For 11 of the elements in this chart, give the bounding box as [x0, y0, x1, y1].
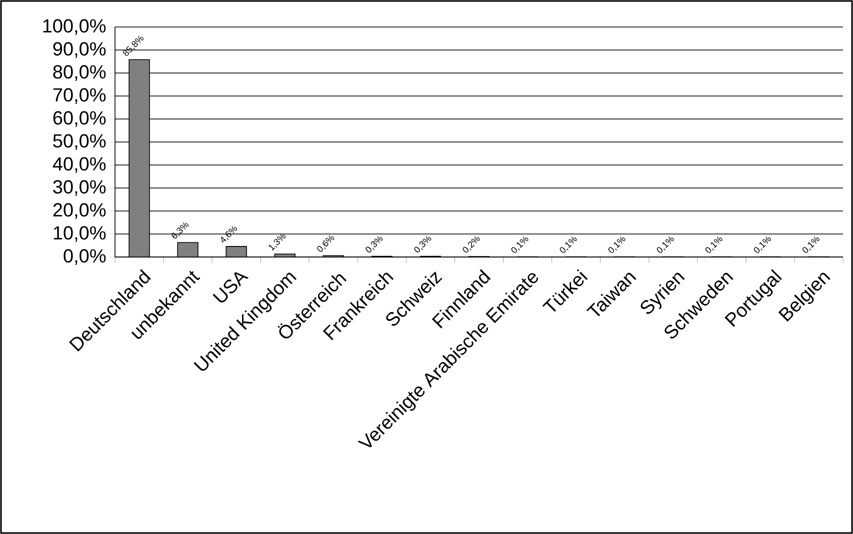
y-tick-label: 60,0% — [53, 111, 106, 127]
y-tick-label: 20,0% — [53, 203, 106, 219]
y-tick-label: 70,0% — [53, 88, 106, 104]
y-tick-label: 30,0% — [53, 180, 106, 196]
y-tick-label: 50,0% — [53, 134, 106, 150]
y-tick-label: 100,0% — [43, 19, 106, 35]
y-tick-label: 80,0% — [53, 65, 106, 81]
y-tick-label: 40,0% — [52, 157, 106, 173]
y-tick-label: 0,0% — [64, 249, 106, 265]
y-tick-label: 90,0% — [53, 42, 106, 58]
y-tick-label: 10,0% — [54, 226, 106, 242]
